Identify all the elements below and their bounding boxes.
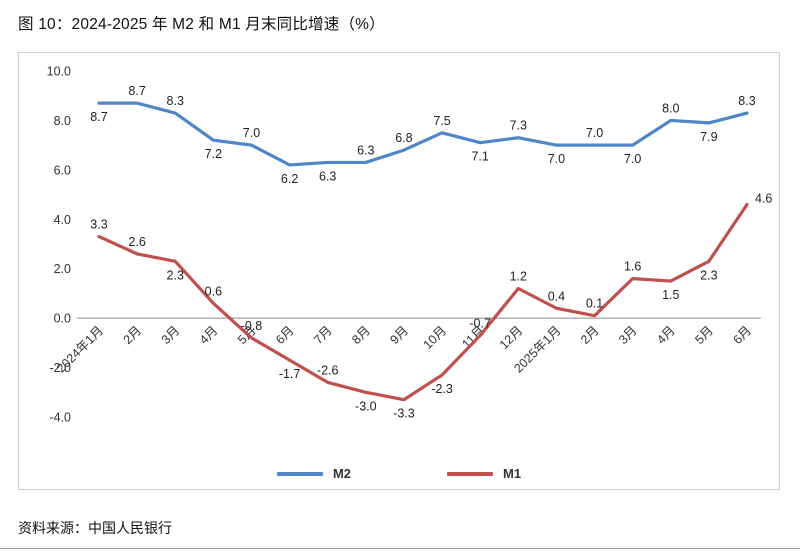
m1-data-label: 3.3 (90, 218, 107, 232)
y-tick-label: 0.0 (54, 312, 71, 326)
m2-line (97, 101, 749, 167)
m1-line (97, 202, 749, 402)
x-tick-label: 3月 (616, 323, 640, 347)
m1-data-label: -2.3 (431, 382, 453, 396)
y-tick-label: 8.0 (54, 114, 71, 128)
m1-data-label: 0.6 (205, 284, 222, 298)
m2-data-label: 8.3 (738, 94, 755, 108)
y-tick-label: 4.0 (54, 213, 71, 227)
m2-data-label: 6.3 (319, 169, 336, 183)
m1-data-label: 1.6 (624, 260, 641, 274)
m2-data-label: 7.9 (700, 130, 717, 144)
chart-legend: M2 M1 (19, 466, 779, 481)
y-tick-label: 10.0 (47, 65, 71, 79)
chart-panel: 10.0 8.0 6.0 4.0 2.0 0.0 -2.0 -4.0 2024年1月 2月 3月 4月… (18, 52, 780, 490)
m1-data-label: -0.7 (469, 316, 491, 330)
m2-data-label: 7.2 (205, 147, 222, 161)
m1-data-label: -3.0 (355, 399, 377, 413)
x-tick-label: 6月 (730, 323, 754, 347)
m2-data-label: 6.3 (357, 143, 374, 157)
x-tick-label: 9月 (387, 323, 411, 347)
legend-item-m2: M2 (276, 466, 351, 481)
m2-data-label: 6.2 (281, 172, 298, 186)
figure-title: 图 10：2024-2025 年 M2 和 M1 月末同比增速（%） (18, 16, 385, 33)
x-tick-label: 10月 (421, 323, 450, 352)
x-tick-label: 3月 (159, 323, 183, 347)
m1-data-label: 0.1 (586, 297, 603, 311)
m1-data-label: 2.3 (700, 268, 717, 282)
m2-data-label: 7.0 (243, 126, 260, 140)
footer-divider (0, 548, 800, 549)
m1-data-label: 0.4 (548, 289, 565, 303)
m1-data-label: 1.2 (510, 269, 527, 283)
data-source-note: 资料来源：中国人民银行 (18, 520, 172, 536)
m2-data-label: 8.7 (128, 84, 145, 98)
legend-item-m1: M1 (447, 466, 521, 481)
m1-data-label: -3.3 (393, 407, 415, 421)
x-tick-label: 8月 (349, 323, 373, 347)
m2-data-label: 8.0 (662, 101, 679, 115)
m2-data-label: 7.1 (471, 150, 488, 164)
y-tick-label: 6.0 (54, 163, 71, 177)
m2-data-label: 7.3 (510, 119, 527, 133)
y-tick-label: 2.0 (54, 262, 71, 276)
x-tick-label: 12月 (497, 323, 526, 352)
m2-data-label: 7.0 (548, 152, 565, 166)
legend-label-m2: M2 (332, 466, 351, 481)
m2-line-swatch (276, 471, 323, 476)
y-tick-label: -2.0 (49, 361, 71, 375)
m2-data-label: 8.7 (90, 110, 107, 124)
m2-data-label: 8.3 (167, 94, 184, 108)
x-tick-label: 2月 (121, 323, 145, 347)
m1-data-label: 2.3 (167, 268, 184, 282)
m1-data-label: 4.6 (755, 191, 772, 205)
x-tick-label: 6月 (273, 323, 297, 347)
m1-data-label: -1.7 (279, 367, 301, 381)
x-tick-label: 4月 (197, 323, 221, 347)
x-tick-label: 2024年1月 (54, 323, 106, 375)
m2-data-label: 7.5 (433, 114, 450, 128)
x-tick-label: 7月 (311, 323, 335, 347)
m2-data-label: 7.0 (586, 126, 603, 140)
m2-data-label: 6.8 (395, 131, 412, 145)
x-tick-label: 2月 (578, 323, 602, 347)
m1-line-swatch (447, 471, 493, 476)
m1-data-label: -2.6 (317, 363, 339, 377)
y-tick-label: -4.0 (49, 411, 71, 425)
m1-data-label: -0.8 (241, 319, 263, 333)
line-chart-canvas: 10.0 8.0 6.0 4.0 2.0 0.0 -2.0 -4.0 2024年1月 2月 3月 4月… (47, 65, 773, 425)
x-tick-label: 4月 (654, 323, 678, 347)
x-tick-label: 5月 (692, 323, 716, 347)
m1-data-label: 2.6 (128, 235, 145, 249)
legend-label-m1: M1 (503, 466, 522, 481)
m2-data-label: 7.0 (624, 152, 641, 166)
m1-data-label: 1.5 (662, 288, 679, 302)
